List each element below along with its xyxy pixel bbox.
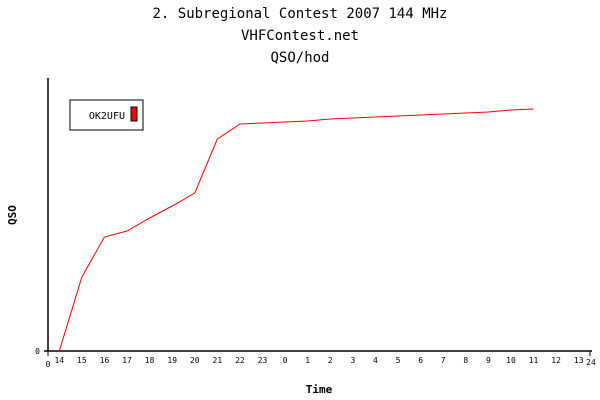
x-tick-label: 4 xyxy=(373,356,378,365)
x-tick-label: 0 xyxy=(283,356,288,365)
x-tick-label: 6 xyxy=(418,356,423,365)
x-tick-label: 14 xyxy=(54,356,64,365)
y-axis-title: QSO xyxy=(6,205,19,225)
x-axis-title: Time xyxy=(306,383,333,396)
x-axis-start-label: 0 xyxy=(46,360,51,369)
chart-subtitle: VHFContest.net xyxy=(240,28,359,44)
x-axis-end-label: 24 xyxy=(586,358,596,367)
legend-swatch xyxy=(130,106,138,122)
x-tick-label: 21 xyxy=(213,356,223,365)
chart-subtitle-2: QSO/hod xyxy=(270,50,330,66)
x-tick-label: 23 xyxy=(258,356,268,365)
legend: OK2UFU xyxy=(69,99,144,131)
x-tick-label: 8 xyxy=(463,356,468,365)
x-tick-label: 19 xyxy=(167,356,177,365)
x-tick-label: 15 xyxy=(77,356,87,365)
x-tick-label: 7 xyxy=(441,356,446,365)
x-tick-label: 16 xyxy=(100,356,110,365)
x-tick-label: 13 xyxy=(574,356,584,365)
x-tick-label: 18 xyxy=(145,356,155,365)
x-tick-label: 22 xyxy=(235,356,245,365)
x-tick-label: 12 xyxy=(551,356,561,365)
chart-title: 2. Subregional Contest 2007 144 MHz xyxy=(152,6,448,22)
legend-label: OK2UFU xyxy=(89,111,125,122)
x-tick-label: 10 xyxy=(506,356,516,365)
x-tick-label: 11 xyxy=(529,356,539,365)
x-tick-label: 9 xyxy=(486,356,491,365)
x-tick-label: 2 xyxy=(328,356,333,365)
y-tick-label: 0 xyxy=(35,347,40,356)
x-tick-label: 3 xyxy=(350,356,355,365)
x-tick-label: 5 xyxy=(396,356,401,365)
x-tick-label: 1 xyxy=(305,356,310,365)
x-tick-label: 20 xyxy=(190,356,200,365)
series-line-ok2ufu xyxy=(58,108,534,352)
x-tick-label: 17 xyxy=(122,356,132,365)
